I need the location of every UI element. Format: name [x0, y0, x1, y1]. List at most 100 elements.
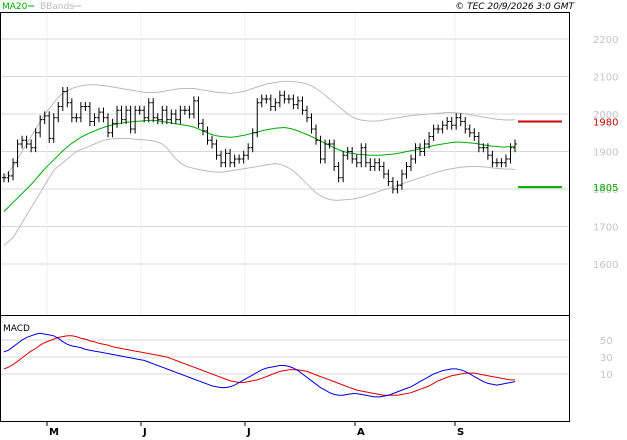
- price-bar: [142, 105, 147, 123]
- price-bar: [291, 94, 296, 110]
- price-bar: [124, 105, 129, 125]
- price-bar: [318, 135, 323, 164]
- price-bar: [503, 154, 508, 168]
- price-bar: [445, 117, 450, 130]
- x-tick-label: J: [142, 427, 147, 438]
- macd-axis-labels: 50 30 10: [600, 336, 613, 381]
- price-bar: [110, 118, 115, 138]
- price-bar: [431, 124, 436, 141]
- price-bar: [399, 169, 404, 190]
- price-bar: [151, 98, 156, 123]
- price-bar: [96, 107, 101, 123]
- price-bar: [128, 105, 133, 134]
- macd-tick-label: 50: [600, 336, 613, 347]
- price-bar: [78, 102, 83, 123]
- price-tick-label: 1900: [593, 148, 618, 159]
- price-bar: [60, 87, 65, 111]
- price-bar: [476, 132, 481, 153]
- price-bar: [146, 98, 151, 123]
- price-bar: [336, 162, 341, 183]
- price-bar: [286, 94, 291, 104]
- price-tick-label: 1600: [593, 260, 618, 271]
- price-bar: [182, 105, 187, 115]
- legend-ma20: MA20: [2, 2, 28, 12]
- price-bar: [458, 113, 463, 126]
- macd-lines: [3, 332, 516, 398]
- price-bar: [187, 105, 192, 119]
- price-bar: [508, 143, 513, 164]
- price-bar: [223, 148, 228, 168]
- price-bar: [377, 158, 382, 171]
- price-bar: [413, 143, 418, 164]
- price-gridlines: [1, 13, 569, 315]
- macd-gridlines: [1, 339, 569, 375]
- price-bar: [359, 143, 364, 168]
- price-bar: [314, 124, 319, 145]
- bband-lower-line: [3, 137, 516, 246]
- macd-tick-label: 10: [600, 370, 613, 381]
- price-bar: [196, 96, 201, 128]
- price-levels: 1980 1805: [518, 118, 618, 194]
- price-bar: [341, 150, 346, 183]
- price-bar: [418, 143, 423, 156]
- price-bar: [106, 113, 111, 138]
- price-bar: [119, 105, 124, 125]
- price-bar: [133, 105, 138, 134]
- support-label: 1805: [593, 183, 618, 194]
- price-bar: [363, 143, 368, 168]
- price-bar: [210, 135, 215, 149]
- price-bar: [467, 124, 472, 138]
- price-bar: [47, 111, 52, 143]
- price-bar: [65, 87, 70, 108]
- price-bar: [241, 150, 246, 164]
- x-tick-label: S: [457, 427, 464, 438]
- price-bar: [173, 109, 178, 125]
- price-bar: [277, 90, 282, 108]
- price-bar: [255, 98, 260, 138]
- price-tick-label: 1800: [593, 185, 618, 196]
- price-bar: [395, 180, 400, 194]
- price-bar: [214, 139, 219, 160]
- price-bar: [499, 158, 504, 168]
- price-panel-frame: [0, 12, 570, 316]
- price-bar: [169, 109, 174, 125]
- copyright-text: © TEC 20/9/2026 3:0 GMT: [455, 2, 575, 12]
- price-bar: [92, 113, 97, 126]
- price-bar: [160, 105, 165, 125]
- price-bar: [178, 105, 183, 125]
- price-bar: [137, 105, 142, 115]
- price-bar: [485, 143, 490, 160]
- price-bar: [74, 113, 79, 123]
- price-bar: [309, 113, 314, 134]
- price-tick-label: 2000: [593, 110, 618, 121]
- price-bar: [345, 147, 350, 160]
- x-tick-label: M: [49, 427, 59, 438]
- macd-main-line: [3, 332, 516, 398]
- price-bar: [372, 158, 377, 171]
- price-bar: [29, 139, 34, 153]
- macd-panel-frame: [0, 315, 570, 422]
- price-bar: [408, 154, 413, 171]
- price-bar: [15, 139, 20, 168]
- price-bar: [440, 120, 445, 134]
- price-bar: [490, 150, 495, 168]
- price-bar: [24, 135, 29, 149]
- price-bar: [237, 154, 242, 164]
- price-bar: [304, 105, 309, 123]
- price-bar: [513, 139, 517, 153]
- price-bar: [246, 143, 251, 160]
- price-bar: [454, 113, 459, 130]
- price-bar: [228, 148, 233, 168]
- macd-signal-line: [3, 335, 515, 396]
- price-bar: [83, 102, 88, 111]
- price-bar: [332, 139, 337, 171]
- price-bar: [115, 105, 120, 128]
- macd-tick-label: 30: [600, 353, 613, 364]
- price-bars: [2, 87, 517, 194]
- x-tick-label: A: [357, 427, 365, 438]
- price-bar: [51, 113, 56, 143]
- price-bar: [472, 128, 477, 141]
- price-bar: [6, 171, 11, 183]
